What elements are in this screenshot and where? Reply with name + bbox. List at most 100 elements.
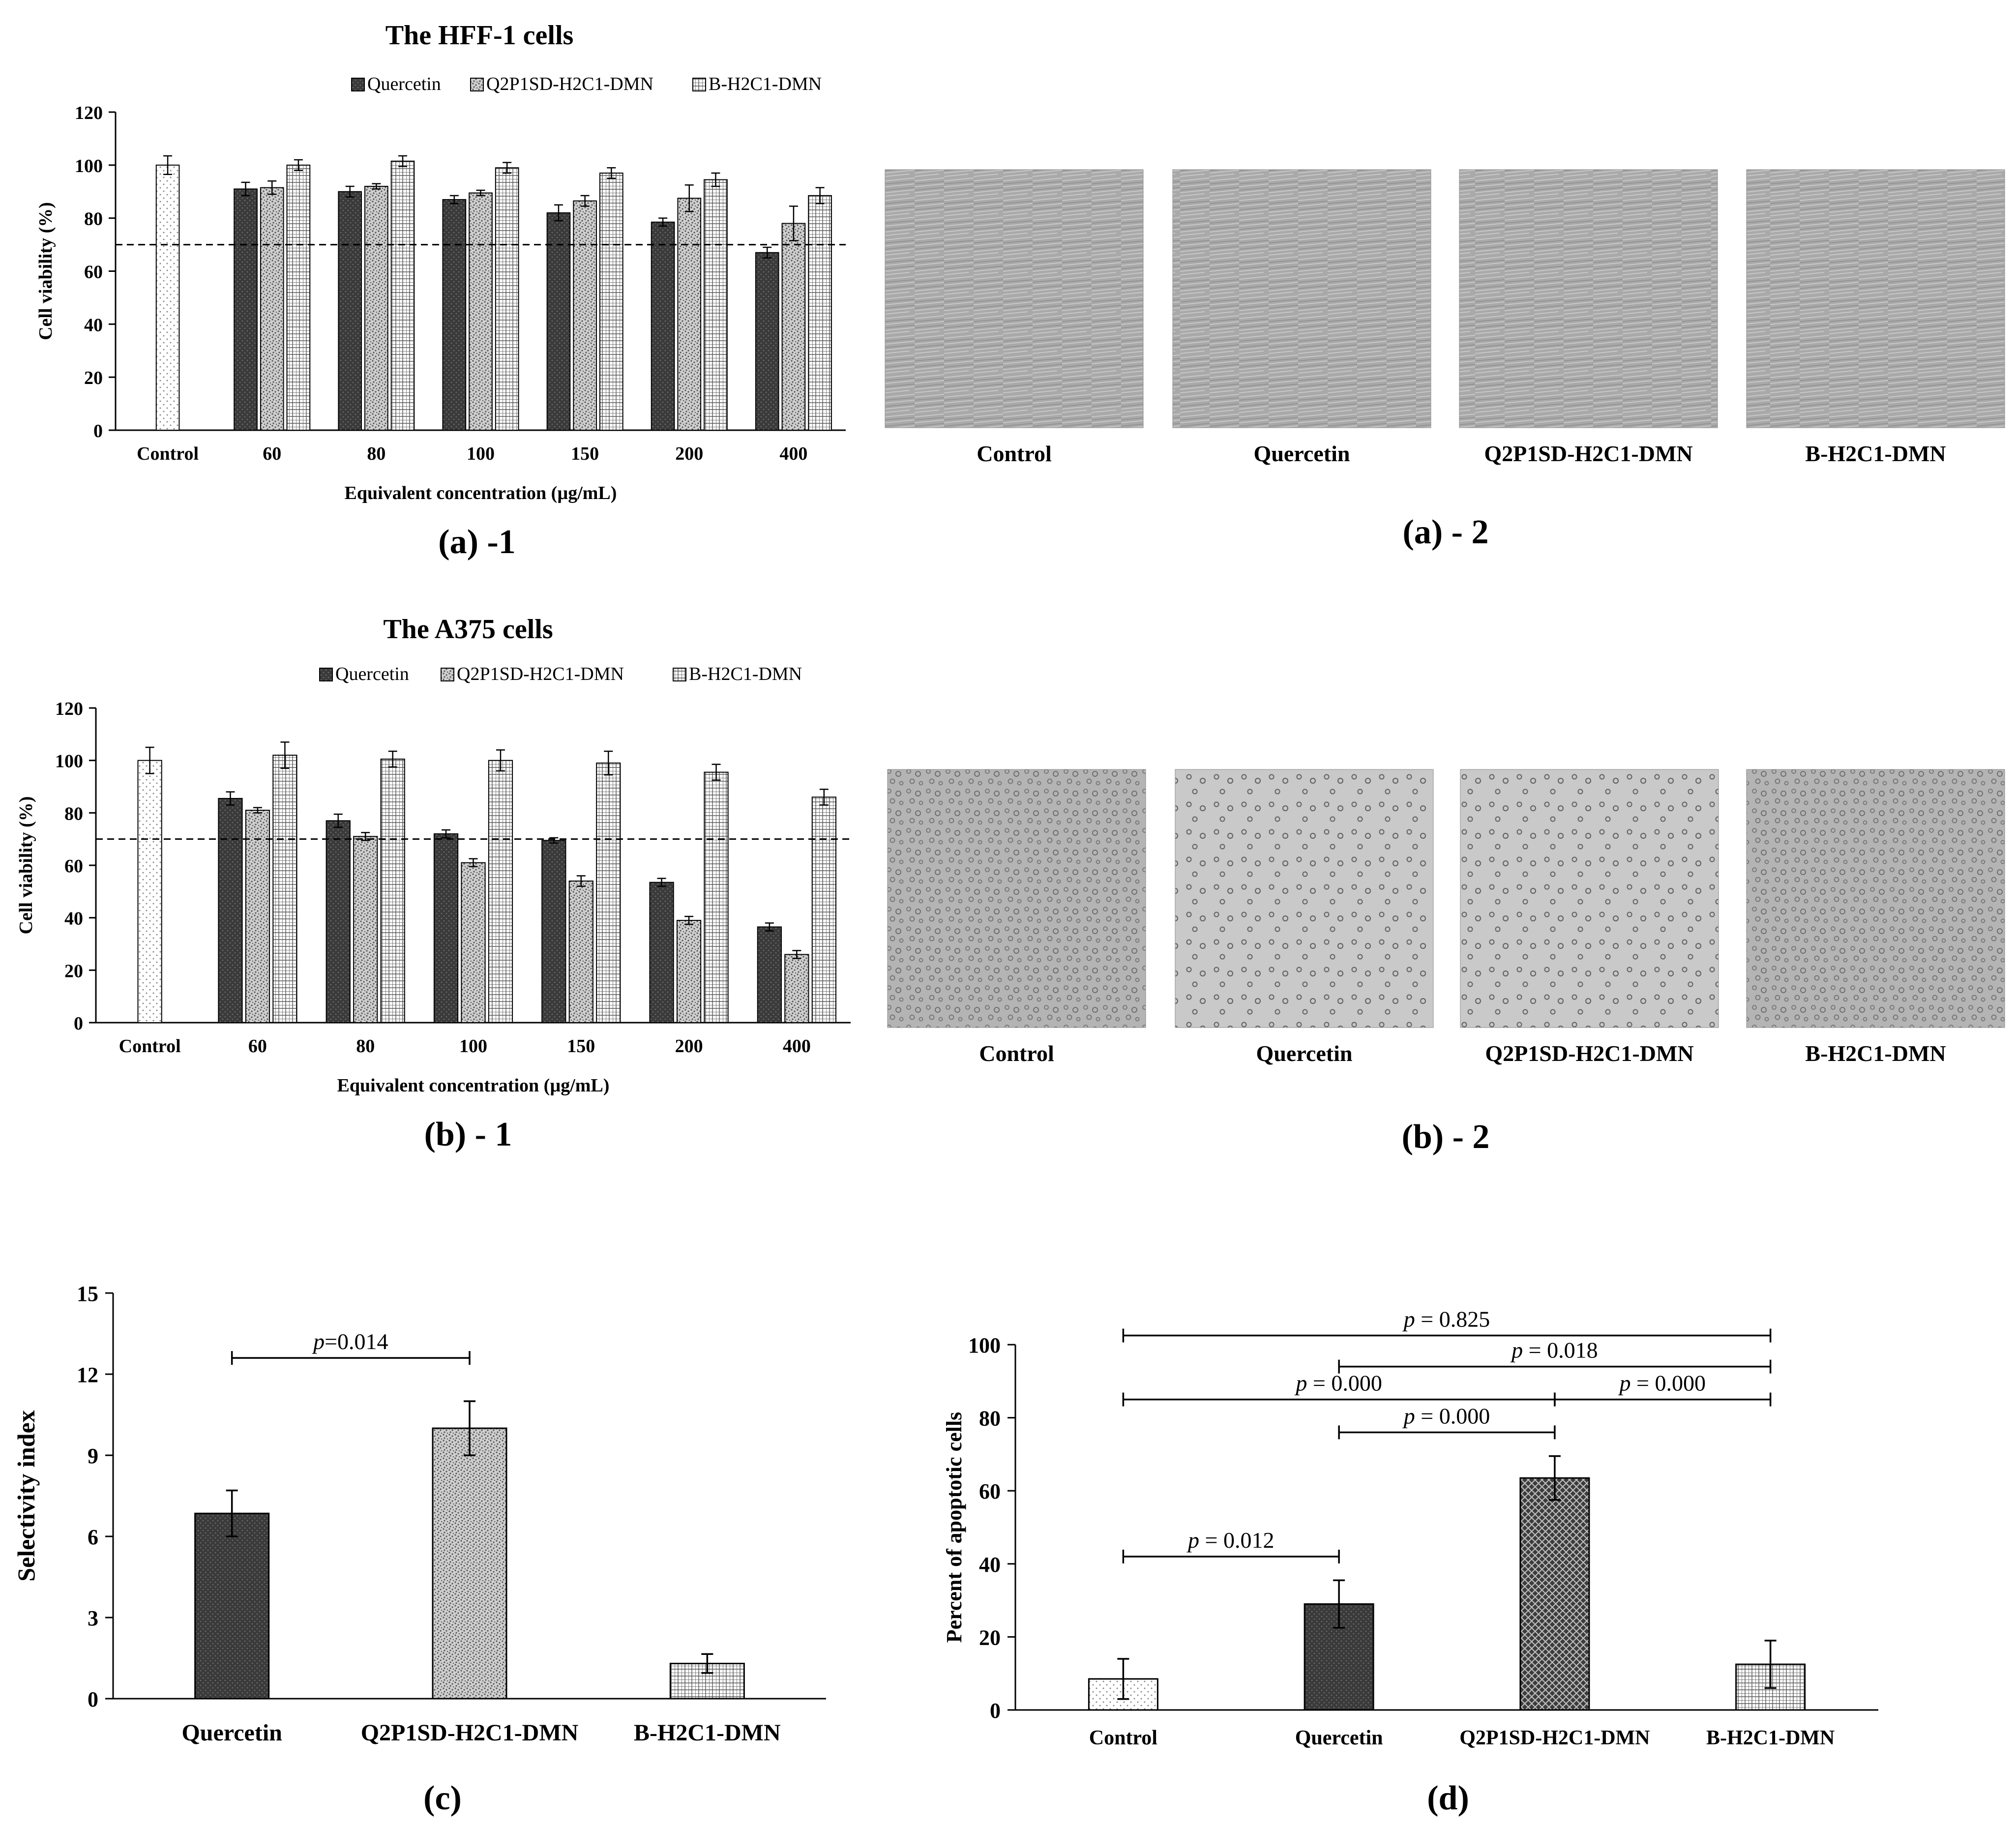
hff1-bar (808, 195, 832, 431)
selectivity-y-tick-label: 12 (77, 1363, 98, 1387)
a375-bar (272, 755, 297, 1023)
selectivity-y-tick-label: 0 (88, 1687, 98, 1711)
hff1-y-axis-label: Cell viability (%) (35, 202, 56, 340)
hff1-y-tick-label: 80 (84, 209, 103, 230)
a375-bar (380, 759, 405, 1023)
apoptosis-y-axis-label: Percent of apoptotic cells (942, 1412, 966, 1643)
a375-bar-control (137, 760, 162, 1023)
a375-x-axis-label: Equivalent concentration (µg/mL) (337, 1075, 610, 1096)
a375-y-tick-label: 20 (64, 961, 83, 981)
hff1-micrographs: Control Quercetin Q2P1SD-H2C1-DMN B-H2C1-DM… (885, 169, 2005, 551)
a375-bar (488, 760, 513, 1023)
hff1-bar (781, 223, 806, 431)
apoptosis-x-tick-label: B-H2C1-DMN (1706, 1727, 1835, 1749)
a375-y-tick-label: 60 (64, 856, 83, 877)
apoptosis-chart: 0 20 40 60 80 100 Percent of apoptotic cells Co… (942, 1306, 1878, 1817)
a375-y-tick-label: 40 (64, 909, 83, 929)
a375-micrograph-caption: Control (979, 1041, 1054, 1066)
a375-bar (326, 820, 351, 1024)
selectivity-chart: 0 3 6 9 12 15 Selectivity index Quercetin Q2P1SD… (12, 1282, 826, 1817)
hff1-bar (442, 199, 467, 431)
hff1-micrograph (1746, 169, 2005, 428)
a375-legend-entry: Quercetin (335, 664, 409, 684)
selectivity-x-tick-label: Quercetin (181, 1720, 282, 1746)
apoptosis-y-tick-label: 40 (979, 1553, 1001, 1577)
a375-y-tick-label: 100 (55, 751, 83, 772)
a375-micrograph-caption: Q2P1SD-H2C1-DMN (1485, 1041, 1693, 1066)
hff1-micrograph-caption: Control (977, 441, 1052, 466)
hff1-micrograph-caption: Q2P1SD-H2C1-DMN (1484, 441, 1692, 466)
a375-y-tick-label: 80 (64, 803, 83, 824)
hff1-micrograph-caption: B-H2C1-DMN (1805, 441, 1946, 466)
hff1-bar (260, 187, 284, 431)
a375-micrographs: Control Quercetin Q2P1SD-H2C1-DMN B-H2C1-DM… (887, 769, 2005, 1156)
hff1-legend-entry: Q2P1SD-H2C1-DMN (486, 74, 653, 94)
apoptosis-x-tick-label: Quercetin (1295, 1727, 1383, 1749)
hff1-bar (546, 212, 571, 431)
apoptosis-x-tick-label: Control (1089, 1727, 1157, 1749)
a375-bar (433, 833, 459, 1023)
a375-bar (649, 882, 674, 1023)
apoptosis-p-value: p = 0.012 (1186, 1528, 1274, 1553)
hff1-legend-swatch (351, 78, 365, 91)
a375-legend-swatch (319, 668, 333, 681)
hff1-y-tick-label: 0 (93, 421, 103, 442)
a375-x-tick-label: 80 (356, 1036, 375, 1057)
hff1-bar (469, 192, 493, 431)
a375-bar (461, 862, 486, 1023)
hff1-bar (573, 200, 597, 431)
hff1-legend-entry: B-H2C1-DMN (709, 74, 822, 94)
selectivity-y-tick-label: 9 (88, 1444, 98, 1468)
hff1-y-tick-label: 20 (84, 368, 103, 388)
selectivity-panel-label: (c) (423, 1779, 462, 1817)
selectivity-bar (194, 1512, 270, 1700)
a375-legend-entry: Q2P1SD-H2C1-DMN (457, 664, 624, 684)
a375-micrograph (1746, 769, 2005, 1028)
hff1-x-tick-label: Control (137, 443, 199, 464)
hff1-x-axis-label: Equivalent concentration (µg/mL) (345, 483, 617, 503)
apoptosis-bar (1519, 1477, 1590, 1711)
a375-x-tick-label: 200 (675, 1036, 703, 1057)
hff1-x-tick-label: 100 (467, 443, 495, 464)
a375-legend-swatch (441, 668, 454, 681)
a375-y-tick-label: 120 (55, 699, 83, 719)
a375-bar (245, 810, 270, 1023)
hff1-bar (338, 191, 362, 431)
selectivity-y-tick-label: 15 (77, 1282, 98, 1306)
hff1-panel-label: (a) - 2 (1403, 513, 1489, 551)
a375-panel-label: (b) - 1 (424, 1116, 512, 1153)
selectivity-y-tick-label: 6 (88, 1525, 98, 1549)
apoptosis-p-value: p = 0.825 (1402, 1306, 1490, 1331)
hff1-micrograph-caption: Quercetin (1254, 441, 1350, 466)
a375-bar (757, 926, 782, 1024)
hff1-bar (495, 167, 519, 431)
hff1-bar-control (155, 164, 180, 431)
hff1-bar (651, 221, 675, 431)
hff1-y-tick-label: 40 (84, 315, 103, 335)
apoptosis-p-value: p = 0.000 (1402, 1403, 1490, 1428)
hff1-chart-title: The HFF-1 cells (385, 20, 574, 51)
selectivity-x-tick-label: B-H2C1-DMN (634, 1720, 781, 1746)
a375-micrograph (1175, 769, 1434, 1028)
hff1-micrograph (885, 169, 1144, 428)
selectivity-y-axis-label: Selectivity index (12, 1410, 40, 1582)
hff1-chart: The HFF-1 cells Quercetin Q2P1SD-H2C1-DMN B… (35, 20, 846, 561)
hff1-micrograph (1459, 169, 1718, 428)
hff1-bar (390, 160, 415, 431)
hff1-x-tick-label: 400 (779, 443, 807, 464)
a375-micrograph (887, 769, 1146, 1028)
hff1-bar (234, 188, 258, 431)
a375-chart-title: The A375 cells (383, 614, 553, 645)
a375-micrograph-caption: B-H2C1-DMN (1805, 1041, 1946, 1066)
apoptosis-x-tick-label: Q2P1SD-H2C1-DMN (1459, 1727, 1650, 1749)
a375-x-tick-label: 400 (783, 1036, 811, 1057)
hff1-x-tick-label: 80 (367, 443, 385, 464)
hff1-bar (599, 173, 623, 431)
a375-bar (353, 836, 378, 1024)
selectivity-x-tick-label: Q2P1SD-H2C1-DMN (361, 1720, 579, 1746)
hff1-bar (677, 198, 702, 431)
hff1-legend-entry: Quercetin (367, 74, 441, 94)
selectivity-bar (432, 1427, 507, 1700)
a375-x-tick-label: Control (119, 1036, 181, 1057)
